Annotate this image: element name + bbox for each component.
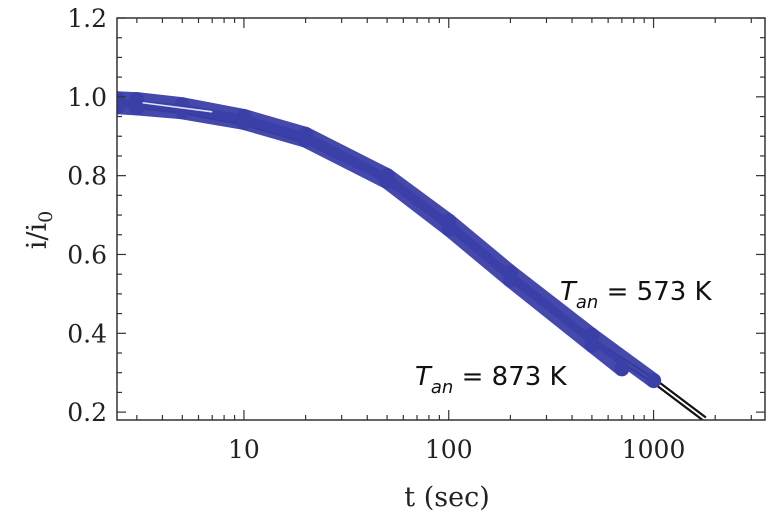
- x-axis-title: t (sec): [404, 482, 489, 513]
- band-separator: [142, 101, 213, 113]
- annotation-573k-symbol: T: [560, 277, 578, 307]
- data-point: [646, 373, 662, 389]
- series-layer: [117, 91, 707, 420]
- y-tick-label: 0.6: [67, 240, 107, 269]
- data-point: [129, 100, 145, 116]
- annotation-573k-value: = 573 K: [598, 277, 712, 307]
- plot-frame: [116, 17, 766, 421]
- y-tick-label: 1.0: [67, 83, 107, 112]
- data-point: [298, 132, 314, 148]
- data-point: [614, 361, 630, 377]
- data-point: [117, 99, 125, 115]
- data-band-2: [117, 99, 630, 377]
- y-axis-title: i/i0: [22, 211, 57, 249]
- x-tick-label: 100: [425, 435, 473, 464]
- y-tick-label: 0.2: [67, 398, 107, 427]
- annotation-873k: Tan = 873 K: [415, 362, 568, 398]
- annotation-573k: Tan = 573 K: [560, 277, 713, 313]
- y-axis-title-sub: 0: [35, 211, 57, 223]
- x-tick-label: 1000: [622, 435, 686, 464]
- y-tick-label: 0.8: [67, 162, 107, 191]
- data-point: [236, 114, 252, 130]
- y-tick-label: 0.4: [67, 319, 107, 348]
- plot-border: [116, 17, 766, 421]
- data-point: [441, 221, 457, 237]
- data-point: [379, 174, 395, 190]
- y-axis-title-main: i/i: [22, 223, 53, 250]
- annotation-573k-subscript: an: [576, 292, 598, 313]
- data-point: [584, 337, 600, 353]
- data-point: [502, 272, 518, 288]
- y-tick-label: 1.2: [67, 4, 107, 33]
- annotation-873k-symbol: T: [415, 362, 433, 392]
- annotation-873k-subscript: an: [431, 377, 453, 398]
- annotation-873k-value: = 873 K: [453, 362, 567, 392]
- axis-ticks: 0.2 0.4 0.6 0.8 1.0 1.2 10 100 1000: [67, 4, 765, 464]
- x-tick-label: 10: [228, 435, 260, 464]
